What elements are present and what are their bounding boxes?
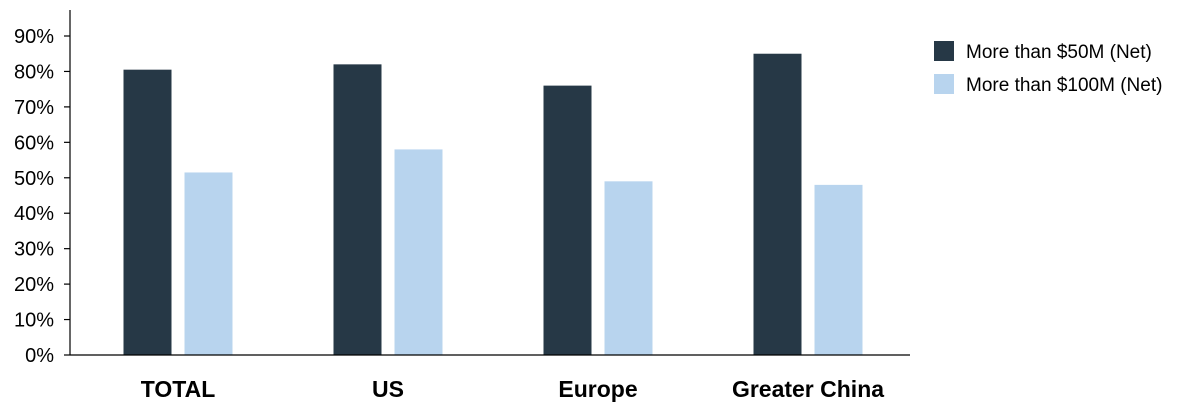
axes-group	[69, 10, 910, 356]
y-tick-label: 10%	[14, 310, 54, 332]
x-category-label: TOTAL	[141, 376, 216, 402]
y-tick-label: 90%	[14, 26, 54, 48]
y-tick-label: 50%	[14, 168, 54, 190]
legend-swatch	[934, 41, 954, 61]
legend-label: More than $50M (Net)	[966, 42, 1152, 63]
x-category-label: Greater China	[732, 376, 884, 402]
bar-net-100m	[184, 172, 233, 355]
legend-swatch	[934, 74, 954, 94]
y-tick-label: 80%	[14, 61, 54, 83]
x-category-label: US	[372, 376, 404, 402]
bars-group	[123, 53, 863, 355]
bar-net-100m	[394, 149, 443, 355]
bar-net-100m	[604, 181, 653, 355]
x-labels-group: TOTAL US Europe Greater China	[141, 376, 885, 402]
bar-net-50m	[333, 64, 382, 355]
x-category-label: Europe	[558, 376, 637, 402]
legend: More than $50M (Net) More than $100M (Net…	[934, 41, 1162, 96]
bar-net-50m	[543, 85, 592, 355]
y-tick-label: 20%	[14, 274, 54, 296]
y-ticks-group: 0% 10% 20% 30% 40% 50% 60% 70% 80% 90%	[14, 26, 70, 367]
y-tick-label: 70%	[14, 97, 54, 119]
y-tick-label: 30%	[14, 239, 54, 261]
legend-label: More than $100M (Net)	[966, 75, 1162, 96]
bar-net-50m	[753, 53, 802, 355]
bar-net-50m	[123, 69, 172, 355]
y-tick-label: 40%	[14, 203, 54, 225]
y-tick-label: 60%	[14, 132, 54, 154]
y-tick-label: 0%	[25, 345, 54, 367]
bar-net-100m	[814, 184, 863, 355]
